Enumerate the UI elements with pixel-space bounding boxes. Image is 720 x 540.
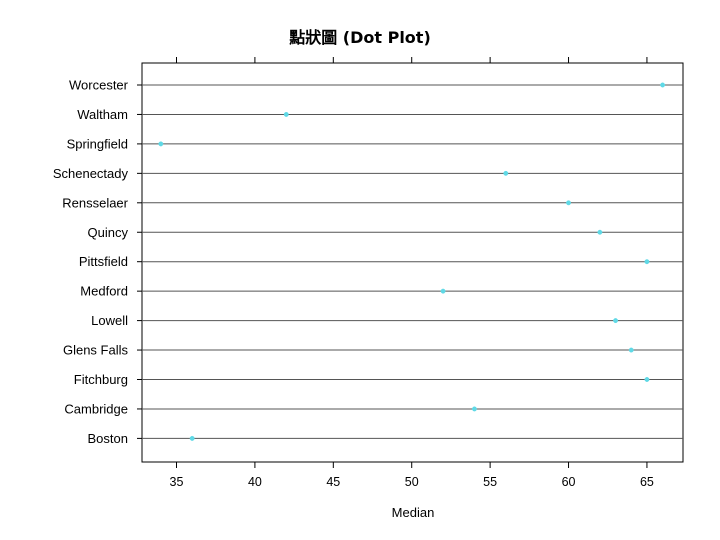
data-point <box>440 288 446 294</box>
x-tick-label: 50 <box>405 475 419 489</box>
y-tick-label: Boston <box>88 431 128 446</box>
data-point <box>566 200 571 206</box>
y-tick-label: Glens Falls <box>63 343 129 358</box>
y-tick-label: Waltham <box>77 107 128 122</box>
x-tick-label: 55 <box>483 475 497 489</box>
x-tick-label: 60 <box>562 475 576 489</box>
y-tick-label: Rensselaer <box>62 195 128 210</box>
data-point <box>503 170 509 176</box>
x-axis-label: Median <box>392 505 435 520</box>
data-point <box>189 435 195 441</box>
data-point <box>471 406 477 412</box>
plot-frame <box>141 62 684 463</box>
y-tick-label: Quincy <box>88 225 129 240</box>
y-tick-label: Lowell <box>91 313 128 328</box>
data-point <box>644 259 650 265</box>
x-tick-label: 40 <box>248 475 262 489</box>
data-point <box>613 318 619 324</box>
data-point <box>158 141 164 147</box>
y-tick-label: Schenectady <box>53 166 129 181</box>
x-tick-label: 35 <box>170 475 184 489</box>
plot-area: Boston Cambridge Fitchburg Glens Falls Lowel… <box>53 57 684 489</box>
x-tick-label: 65 <box>640 475 654 489</box>
y-tick-label: Fitchburg <box>74 372 128 387</box>
x-tick-label: 45 <box>326 475 340 489</box>
chart-title: 點狀圖 (Dot Plot) <box>289 28 431 47</box>
y-tick-label: Pittsfield <box>79 254 128 269</box>
y-tick-label: Worcester <box>69 78 129 93</box>
data-point <box>597 229 603 235</box>
y-tick-label: Medford <box>80 284 128 299</box>
data-point <box>283 112 289 117</box>
data-point <box>644 377 650 382</box>
y-tick-label: Cambridge <box>64 401 128 416</box>
y-tick-label: Springfield <box>67 136 128 151</box>
data-point <box>628 347 634 353</box>
data-point <box>660 82 666 88</box>
